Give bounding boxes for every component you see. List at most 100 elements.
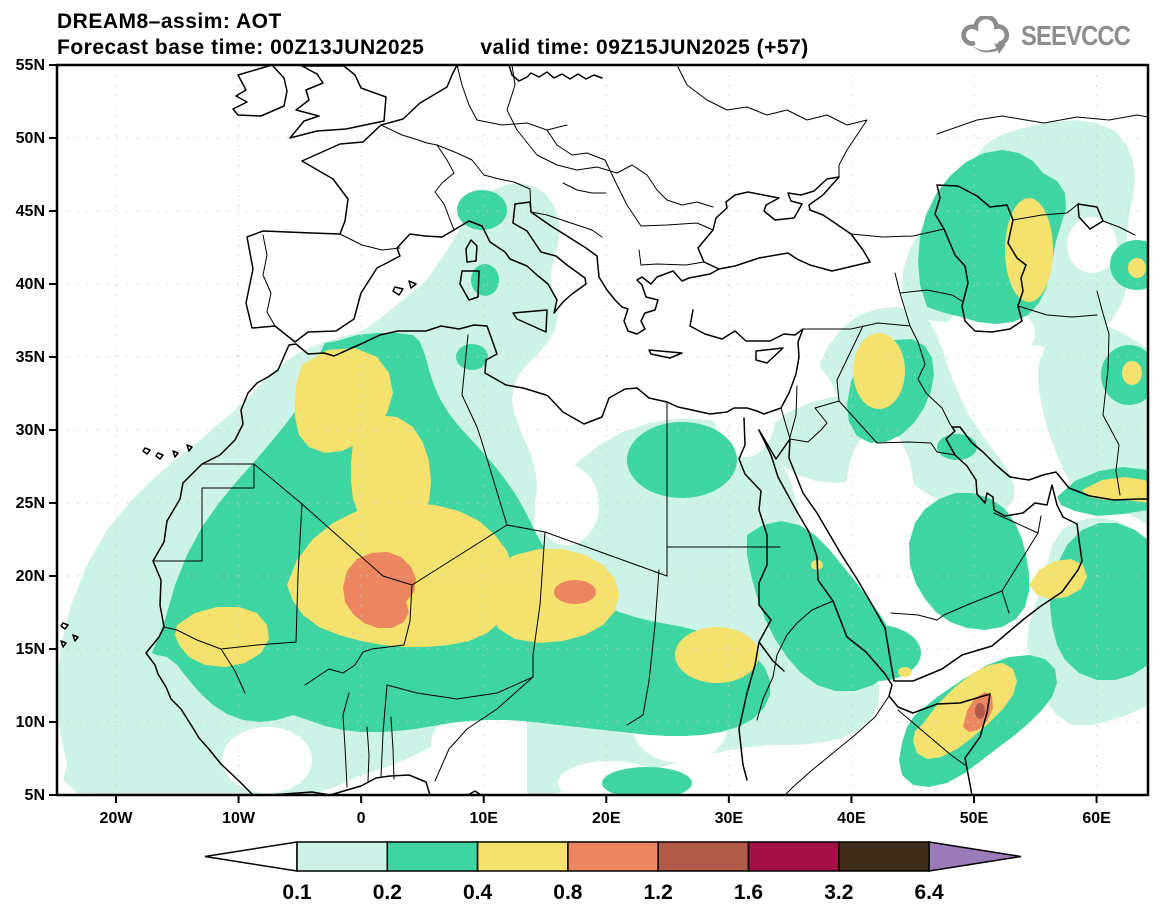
lat-axis-labels: 55N 50N 45N 40N 35N 30N 25N 20N 15N 10N 5N xyxy=(16,57,45,804)
turkey-syria-iraq-iran-border xyxy=(802,322,953,428)
lat-tick-label: 10N xyxy=(16,714,45,731)
ethiopia-somalia-kenya-border xyxy=(784,695,966,795)
aot-fill-regions xyxy=(57,120,1148,795)
niger-chad-border xyxy=(532,531,546,678)
forecast-times: Forecast base time: 00Z13JUN2025 valid t… xyxy=(57,36,809,60)
arabia-persian-gulf-coast xyxy=(758,426,1148,682)
chad-sudan-border xyxy=(626,569,660,726)
lon-tick-label: 60E xyxy=(1082,810,1111,827)
portugal-spain-border xyxy=(262,234,276,327)
iran-turkmenistan-border xyxy=(1017,305,1098,318)
axis-ticks xyxy=(49,64,1098,803)
lon-tick-label: 40E xyxy=(837,810,866,827)
guinea-clear xyxy=(222,727,312,793)
lon-tick-label: 30E xyxy=(715,810,744,827)
western-sahara-border xyxy=(152,463,255,562)
red-sea-west-coast xyxy=(758,429,991,795)
lon-axis-labels: 20W 10W 0 10E 20E 30E 40E 50E 60E xyxy=(100,810,1112,827)
saudi-yemen-oman-border xyxy=(890,512,1042,621)
colorbar xyxy=(204,841,1022,872)
colorbar-segment xyxy=(838,841,930,872)
colorbar-over-arrow xyxy=(928,841,1022,872)
libya-chad-border xyxy=(506,524,668,577)
chad-aot08 xyxy=(554,580,596,604)
lon-tick-label: 10E xyxy=(469,810,498,827)
aden-aot04-dot xyxy=(898,667,912,677)
ghana-clear xyxy=(431,709,523,781)
balearic-islands xyxy=(392,280,417,296)
iraq-aot04 xyxy=(853,333,905,409)
forecast-base-time: Forecast base time: 00Z13JUN2025 xyxy=(57,36,425,59)
colorbar-under-arrow xyxy=(204,841,298,872)
valid-time: valid time: 09Z15JUN2025 (+57) xyxy=(480,36,809,59)
country-borders xyxy=(152,65,1148,795)
france-spain-border xyxy=(339,233,401,251)
cloud-icon xyxy=(960,16,1009,54)
baltic-denmark-coast xyxy=(508,65,603,82)
chad-aot04 xyxy=(485,549,619,643)
lon-tick-label: 20E xyxy=(592,810,621,827)
britain-coast xyxy=(289,65,387,139)
cyprus-coast xyxy=(755,347,784,364)
lat-tick-label: 20N xyxy=(16,568,45,585)
iran-east-border xyxy=(1096,290,1121,496)
corsica-coast xyxy=(465,239,478,263)
algeria-niger-border xyxy=(411,524,508,586)
somalia-aot12 xyxy=(975,703,985,719)
colorbar-segment xyxy=(476,841,569,872)
egypt-israel-border xyxy=(780,407,791,440)
cape-verde-islands xyxy=(60,622,79,648)
sicily-coast xyxy=(512,309,548,333)
colorbar-tick-label: 1.6 xyxy=(734,881,763,904)
lon-tick-label: 0 xyxy=(357,810,366,827)
nigeria-cameroon-border xyxy=(434,676,534,782)
caspian-sea-coast xyxy=(934,184,1027,333)
nile-river xyxy=(738,417,785,781)
algeria-mali-border xyxy=(253,463,413,586)
south-libya-clear xyxy=(535,465,599,545)
russia-kazakhstan-border xyxy=(936,114,1148,135)
colorbar-tick-label: 0.4 xyxy=(463,881,493,904)
liguria-aot02 xyxy=(457,190,507,230)
mali-niger-burkina-border xyxy=(304,584,413,686)
title-block: DREAM8–assim: AOT Forecast base time: 00… xyxy=(57,10,809,60)
syria-jordan-iraq-saudi-border xyxy=(789,325,956,456)
central-asia-borders xyxy=(1012,203,1136,236)
colorbar-segment xyxy=(747,841,840,872)
colorbar-tick-label: 1.2 xyxy=(644,881,673,904)
canary-islands xyxy=(142,444,193,460)
lat-tick-label: 15N xyxy=(16,641,45,658)
niger-nigeria-border xyxy=(386,676,534,700)
oman-coast-aot04 xyxy=(1029,559,1087,599)
colorbar-segment xyxy=(296,841,389,872)
jordan-river-border xyxy=(789,385,798,438)
east-caspian-clear xyxy=(1067,217,1117,273)
lat-tick-label: 25N xyxy=(16,495,45,512)
europe-mediterranean-black-sea-coast xyxy=(245,65,871,343)
lat-tick-label: 5N xyxy=(25,787,45,804)
tunisia-aot02 xyxy=(456,344,488,370)
colorbar-tick-label: 0.8 xyxy=(553,881,583,904)
colorbar-tick-label: 6.4 xyxy=(914,881,944,904)
sardinia-coast xyxy=(459,270,480,301)
mauritania-mali-border xyxy=(163,503,303,650)
lat-tick-label: 45N xyxy=(16,203,45,220)
somalia-aot04 xyxy=(913,663,1017,759)
colorbar-segment xyxy=(386,841,479,872)
benin-togo-ghana-borders xyxy=(342,684,395,788)
senegal-guinea-border xyxy=(220,648,246,694)
yemen-eritrea-aot02 xyxy=(833,625,921,681)
niger-mali-aot08 xyxy=(343,552,416,628)
senegal-aot04 xyxy=(175,607,269,667)
algeria-libya-tunisia-border xyxy=(461,334,508,526)
africa-atlantic-mediterranean-coast xyxy=(145,309,804,795)
north-egypt-aot02 xyxy=(627,422,737,498)
caucasus-borders xyxy=(850,228,963,327)
turan-aot04-dot xyxy=(1128,258,1146,278)
lat-tick-label: 55N xyxy=(16,57,45,74)
logo-text: SEEVCCC xyxy=(1020,20,1131,51)
colorbar-tick-label: 3.2 xyxy=(824,881,853,904)
colorbar-tick-label: 0.2 xyxy=(373,881,402,904)
sudan-eritrea-ethiopia-border xyxy=(756,600,834,721)
